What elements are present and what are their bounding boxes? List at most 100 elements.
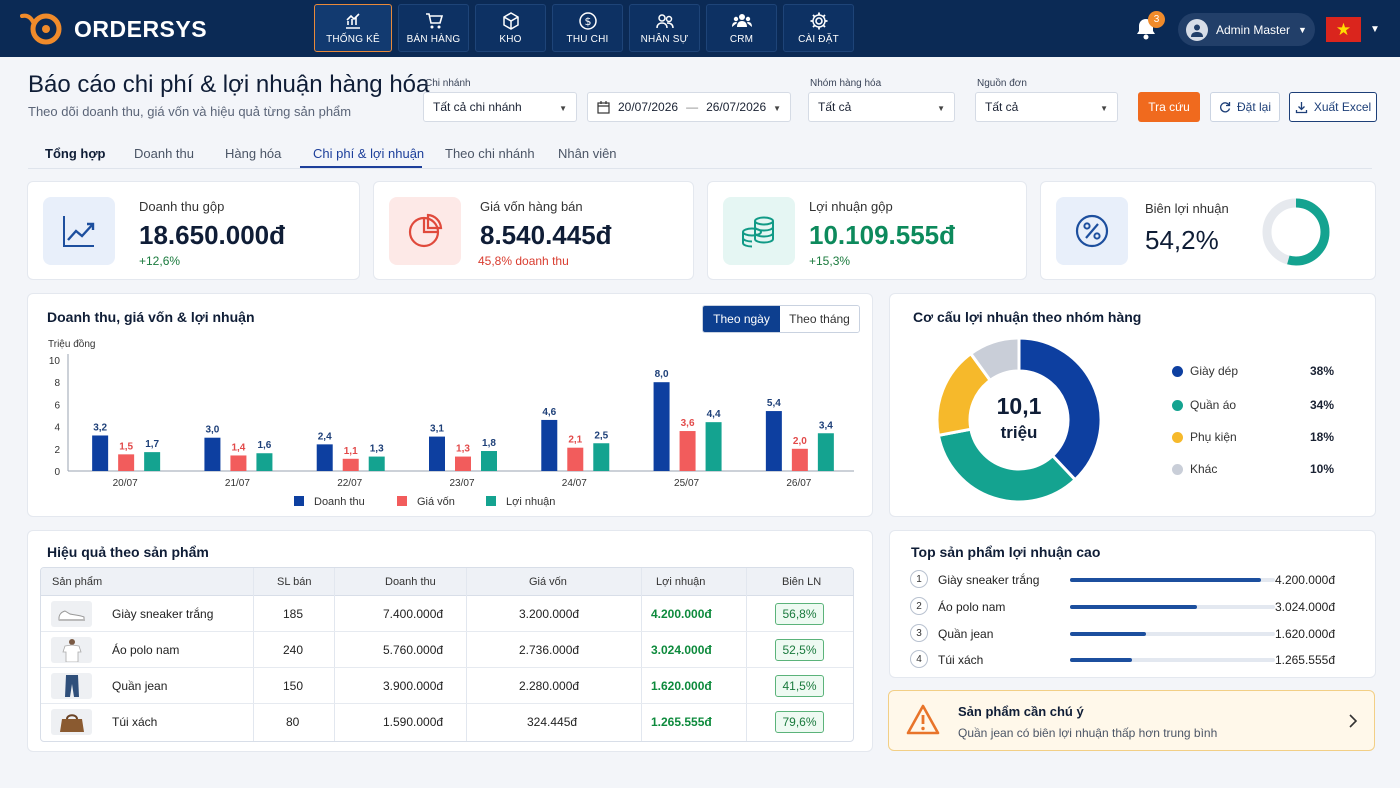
branch-select[interactable]: Tất cả chi nhánh ▼ bbox=[423, 92, 577, 122]
attention-alert[interactable]: Sản phẩm cần chú ý Quần jean có biên lợi… bbox=[888, 690, 1375, 751]
revenue: 7.400.000đ bbox=[383, 607, 444, 621]
top-product-name: Áo polo nam bbox=[938, 600, 1006, 614]
kpi-card-revenue: Doanh thu gộp 18.650.000đ +12,6% bbox=[27, 181, 360, 280]
tab-tong-hop[interactable]: Tổng hợp bbox=[45, 146, 106, 161]
legend-dot bbox=[1172, 464, 1183, 475]
tab-nhan-vien[interactable]: Nhân viên bbox=[558, 146, 617, 161]
toggle-by-month[interactable]: Theo tháng bbox=[780, 306, 859, 332]
table-row[interactable]: Túi xách 80 1.590.000đ 324.445đ 1.265.55… bbox=[41, 704, 853, 740]
warning-icon bbox=[906, 704, 940, 735]
profit: 4.200.000đ bbox=[651, 607, 712, 621]
tab-theo-chi-nhanh[interactable]: Theo chi nhánh bbox=[445, 146, 535, 161]
data-label: 3,2 bbox=[93, 422, 107, 433]
top-product-item[interactable]: 3 Quần jean 1.620.000đ bbox=[910, 624, 1340, 644]
nav-kho[interactable]: KHO bbox=[475, 4, 546, 52]
cost: 2.736.000đ bbox=[519, 643, 580, 657]
svg-text:$: $ bbox=[584, 15, 591, 28]
top-product-value: 1.265.555đ bbox=[1274, 653, 1335, 667]
data-label: 1,6 bbox=[257, 440, 271, 451]
avatar bbox=[1186, 18, 1208, 41]
progress-track bbox=[1070, 578, 1275, 582]
people-icon bbox=[655, 14, 674, 29]
chevron-down-icon: ▼ bbox=[1298, 24, 1307, 35]
source-filter-label: Nguồn đơn bbox=[977, 78, 1027, 89]
nav-ban-hang[interactable]: BÁN HÀNG bbox=[398, 4, 469, 52]
source-select[interactable]: Tất cả ▼ bbox=[975, 92, 1118, 122]
handbag-icon bbox=[51, 709, 92, 735]
revenue-chart-card: Doanh thu, giá vốn & lợi nhuận Theo ngày… bbox=[27, 293, 873, 517]
table-row[interactable]: Giày sneaker trắng 185 7.400.000đ 3.200.… bbox=[41, 596, 853, 632]
nav-nhan-su[interactable]: NHÂN SỰ bbox=[629, 4, 700, 52]
rank-badge: 1 bbox=[910, 570, 928, 588]
group-select[interactable]: Tất cả ▼ bbox=[808, 92, 955, 122]
bar-lợi-nhuận bbox=[144, 452, 161, 471]
col-product[interactable]: Sản phẩm bbox=[52, 576, 103, 588]
top-product-item[interactable]: 4 Túi xách 1.265.555đ bbox=[910, 650, 1340, 670]
date-range-picker[interactable]: 20/07/2026 — 26/07/2026 ▼ bbox=[587, 92, 791, 122]
chevron-right-icon[interactable] bbox=[1348, 713, 1358, 729]
tab-hang-hoa[interactable]: Hàng hóa bbox=[225, 146, 282, 161]
date-from: 20/07/2026 bbox=[618, 100, 679, 114]
data-label: 3,4 bbox=[819, 420, 833, 431]
trend-up-icon bbox=[63, 216, 95, 247]
tab-chi-phi-loi-nhuan[interactable]: Chi phí & lợi nhuận bbox=[313, 146, 425, 161]
top-product-item[interactable]: 1 Giày sneaker trắng 4.200.000đ bbox=[910, 570, 1340, 590]
nav-crm[interactable]: CRM bbox=[706, 4, 777, 52]
toggle-by-day[interactable]: Theo ngày bbox=[703, 306, 780, 332]
margin-badge: 56,8% bbox=[775, 603, 824, 625]
nav-thu-chi[interactable]: $ THU CHI bbox=[552, 4, 623, 52]
col-margin[interactable]: Biên LN bbox=[782, 576, 822, 588]
margin-badge: 79,6% bbox=[775, 711, 824, 733]
page-subtitle: Theo dõi doanh thu, giá vốn và hiệu quả … bbox=[28, 104, 352, 119]
nav-label: CRM bbox=[729, 34, 754, 45]
x-tick-label: 25/07 bbox=[674, 478, 699, 489]
col-cost[interactable]: Giá vốn bbox=[529, 576, 567, 588]
top-product-item[interactable]: 2 Áo polo nam 3.024.000đ bbox=[910, 597, 1340, 617]
chevron-down-icon[interactable]: ▼ bbox=[1370, 24, 1380, 35]
vietnam-flag-icon[interactable]: ★ bbox=[1326, 17, 1361, 42]
bar-doanh-thu bbox=[765, 411, 782, 471]
dollar-icon: $ bbox=[578, 12, 597, 30]
data-label: 2,4 bbox=[318, 431, 332, 442]
legend-swatch bbox=[486, 496, 496, 506]
y-tick-label: 6 bbox=[54, 400, 60, 411]
kpi-label: Lợi nhuận gộp bbox=[809, 199, 893, 214]
margin-badge: 52,5% bbox=[775, 639, 824, 661]
app-logo[interactable]: ORDERSYS bbox=[20, 10, 207, 48]
col-qty[interactable]: SL bán bbox=[277, 576, 312, 588]
bar-doanh-thu bbox=[204, 437, 221, 471]
branch-filter-label: Chi nhánh bbox=[425, 78, 471, 89]
nav-label: THU CHI bbox=[566, 34, 609, 45]
source-select-value: Tất cả bbox=[985, 100, 1019, 114]
bar-doanh-thu bbox=[429, 436, 445, 471]
search-button[interactable]: Tra cứu bbox=[1138, 92, 1200, 122]
nav-thong-ke[interactable]: THỐNG KÊ bbox=[314, 4, 392, 52]
bar-giá-vốn bbox=[455, 456, 471, 471]
table-title: Hiệu quả theo sản phẩm bbox=[47, 544, 209, 560]
table-row[interactable]: Quần jean 150 3.900.000đ 2.280.000đ 1.62… bbox=[41, 668, 853, 704]
nav-label: CÀI ĐẶT bbox=[798, 34, 839, 45]
x-tick-label: 20/07 bbox=[113, 478, 138, 489]
y-tick-label: 0 bbox=[54, 467, 60, 478]
user-menu[interactable]: Admin Master ▼ bbox=[1178, 13, 1315, 46]
qty: 240 bbox=[283, 643, 304, 657]
kpi-icon-box bbox=[723, 197, 795, 265]
tab-doanh-thu[interactable]: Doanh thu bbox=[134, 146, 194, 161]
qty: 185 bbox=[283, 607, 304, 621]
legend-swatch bbox=[397, 496, 407, 506]
kpi-change: +12,6% bbox=[139, 254, 181, 268]
top-bar: ORDERSYS THỐNG KÊ BÁN HÀNG KHO $ THU CHI… bbox=[0, 0, 1400, 57]
col-revenue[interactable]: Doanh thu bbox=[385, 576, 436, 588]
col-profit[interactable]: Lợi nhuận bbox=[656, 576, 706, 588]
alert-title: Sản phẩm cần chú ý bbox=[958, 704, 1084, 719]
donut-slice bbox=[968, 336, 1021, 383]
export-excel-button[interactable]: Xuất Excel bbox=[1289, 92, 1377, 122]
nav-cai-dat[interactable]: CÀI ĐẶT bbox=[783, 4, 854, 52]
legend-pct: 18% bbox=[1309, 430, 1334, 444]
legend-label: Lợi nhuận bbox=[506, 496, 555, 508]
top-product-name: Quần jean bbox=[938, 627, 994, 641]
table-row[interactable]: Áo polo nam 240 5.760.000đ 2.736.000đ 3.… bbox=[41, 632, 853, 668]
reset-button[interactable]: Đặt lại bbox=[1210, 92, 1280, 122]
rank-badge: 3 bbox=[910, 624, 928, 642]
nav-label: NHÂN SỰ bbox=[640, 34, 689, 45]
